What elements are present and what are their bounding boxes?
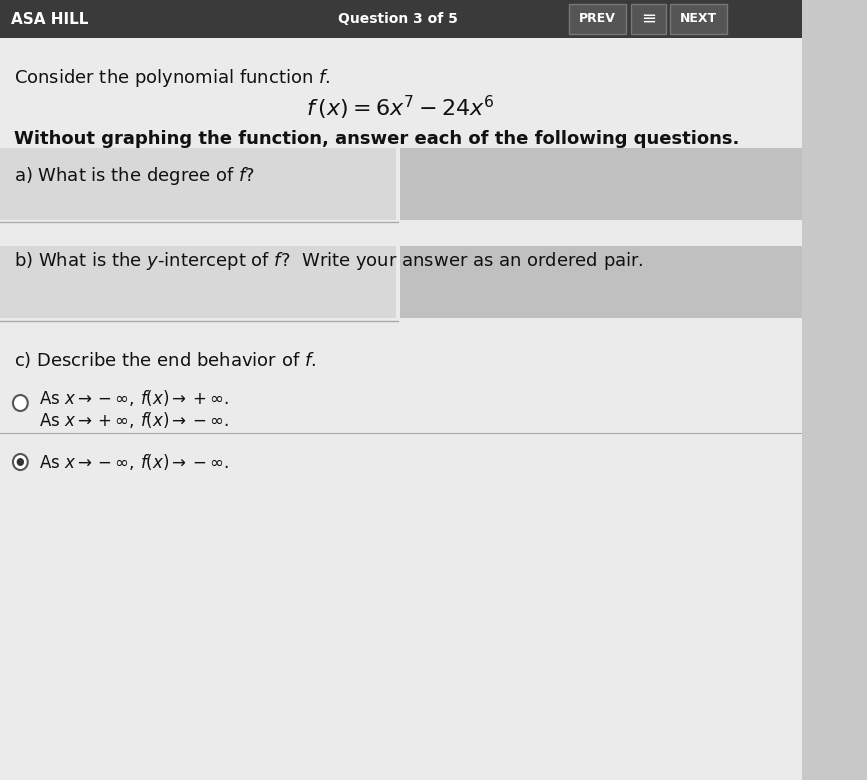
Circle shape	[13, 395, 28, 411]
Bar	[400, 148, 802, 220]
Circle shape	[16, 458, 24, 466]
Bar	[0, 246, 396, 318]
Bar	[0, 0, 802, 38]
Bar	[0, 148, 396, 220]
Text: PREV: PREV	[579, 12, 616, 26]
Text: ASA HILL: ASA HILL	[11, 12, 88, 27]
Bar	[631, 4, 666, 34]
Bar	[669, 4, 727, 34]
Text: c) Describe the end behavior of $f$.: c) Describe the end behavior of $f$.	[14, 350, 316, 370]
Bar	[569, 4, 626, 34]
Text: As $x \to +\infty,\, f(x) \to -\infty.$: As $x \to +\infty,\, f(x) \to -\infty.$	[39, 410, 229, 430]
Text: Without graphing the function, answer each of the following questions.: Without graphing the function, answer ea…	[14, 130, 740, 148]
Text: ≡: ≡	[641, 10, 656, 28]
Text: Consider the polynomial function $f$.: Consider the polynomial function $f$.	[14, 67, 330, 89]
Circle shape	[13, 454, 28, 470]
Bar	[400, 246, 802, 318]
Bar	[0, 362, 802, 432]
Text: b) What is the $y$-intercept of $f$?  Write your answer as an ordered pair.: b) What is the $y$-intercept of $f$? Wri…	[14, 250, 643, 272]
Text: a) What is the degree of $f$?: a) What is the degree of $f$?	[14, 165, 255, 187]
Text: $f\,(x) = 6x^7 - 24x^6$: $f\,(x) = 6x^7 - 24x^6$	[306, 94, 495, 122]
Text: NEXT: NEXT	[680, 12, 717, 26]
Text: As $x \to -\infty,\, f(x) \to -\infty.$: As $x \to -\infty,\, f(x) \to -\infty.$	[39, 452, 229, 472]
Bar	[0, 435, 802, 490]
Text: As $x \to -\infty,\, f(x) \to +\infty.$: As $x \to -\infty,\, f(x) \to +\infty.$	[39, 388, 229, 408]
Text: Question 3 of 5: Question 3 of 5	[338, 12, 458, 26]
